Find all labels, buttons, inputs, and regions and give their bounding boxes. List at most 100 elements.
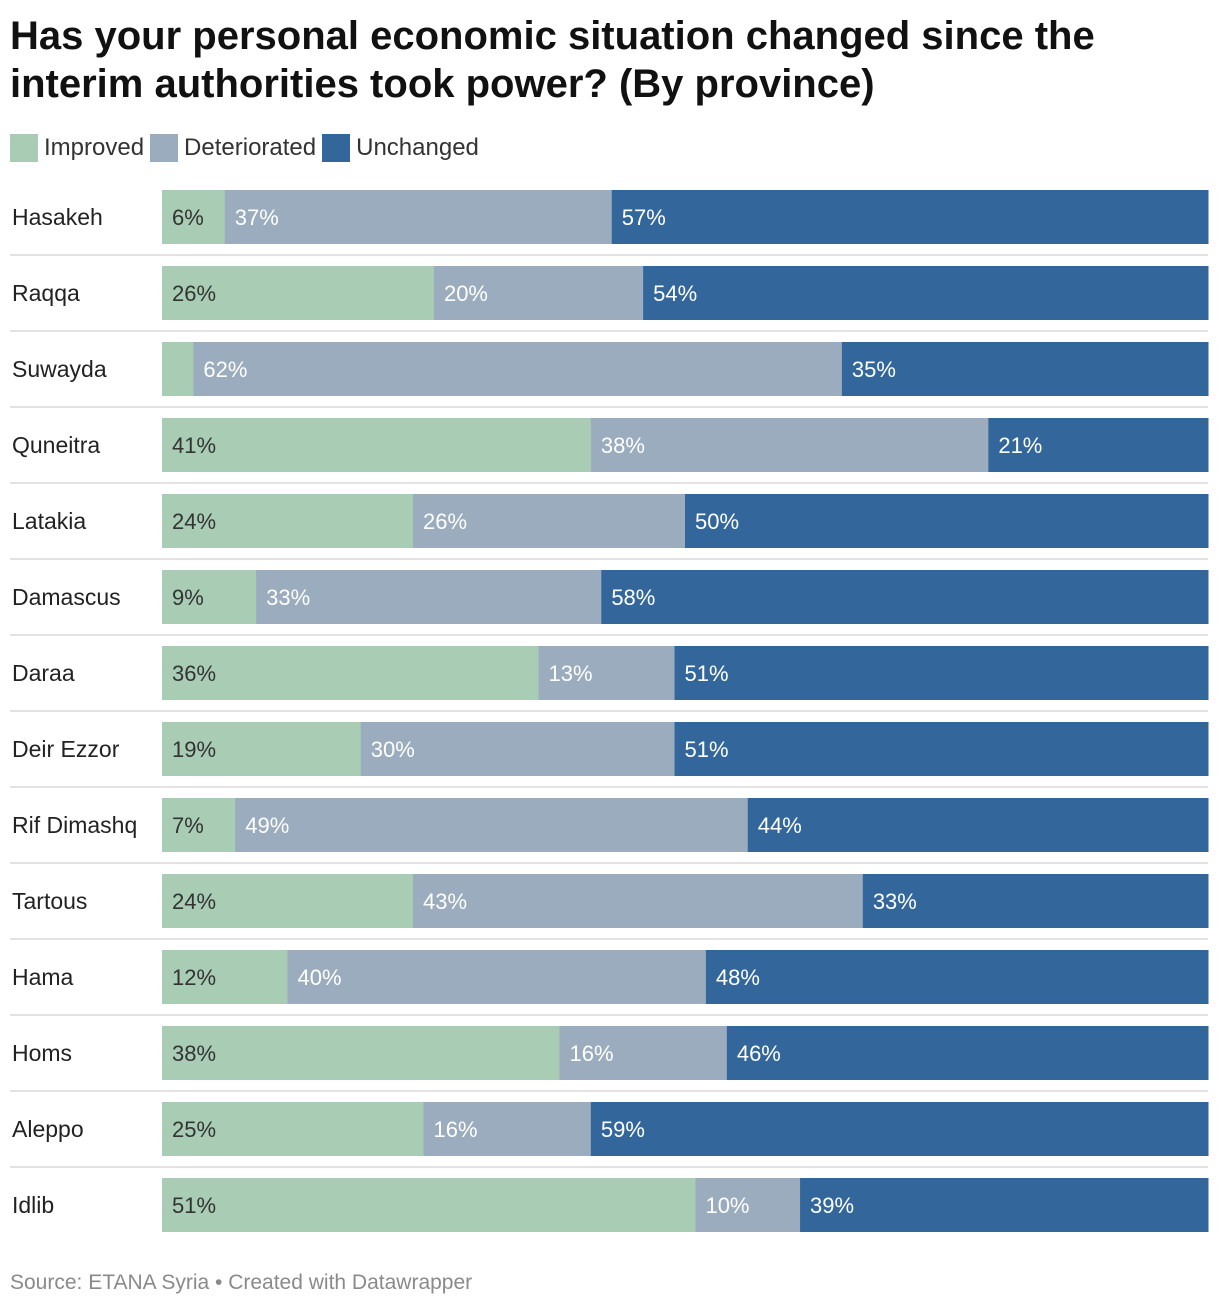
bar-segment-deteriorated <box>433 266 644 320</box>
legend-item-unchanged: Unchanged <box>322 134 479 162</box>
category-label: Rif Dimashq <box>12 812 137 838</box>
bar-segment-improved <box>162 190 226 244</box>
bar-segment-unchanged <box>643 266 1209 320</box>
data-label: 35% <box>852 357 896 382</box>
category-label: Idlib <box>12 1192 54 1218</box>
bar-segment-improved <box>162 494 414 548</box>
data-label: 38% <box>172 1041 216 1066</box>
bar-segment-unchanged <box>726 1026 1209 1080</box>
bar-row: Tartous 24% 43% 33% <box>10 862 1209 928</box>
bar-segment-unchanged <box>800 1178 1209 1232</box>
data-label: 33% <box>873 889 917 914</box>
data-label: 25% <box>172 1117 216 1142</box>
legend-label: Improved <box>44 134 145 161</box>
legend-label: Unchanged <box>356 134 479 161</box>
bar-segment-improved <box>162 266 435 320</box>
bar-segment-unchanged <box>590 1102 1209 1156</box>
data-label: 24% <box>172 889 216 914</box>
bar-segment-improved <box>162 1178 696 1232</box>
legend-swatch <box>322 134 351 162</box>
legend-label: Deteriorated <box>184 134 317 161</box>
bar-segment-unchanged <box>611 190 1209 244</box>
bar-segment-deteriorated <box>413 494 686 548</box>
bar-segment-unchanged <box>841 342 1209 396</box>
data-label: 6% <box>172 205 204 230</box>
bar-segment-unchanged <box>674 722 1209 776</box>
data-label: 40% <box>298 965 342 990</box>
data-label: 10% <box>705 1193 749 1218</box>
data-label: 48% <box>716 965 760 990</box>
legend-swatch <box>10 134 38 162</box>
data-label: 49% <box>245 813 289 838</box>
bar-segment-deteriorated <box>235 798 749 852</box>
data-label: 39% <box>810 1193 854 1218</box>
category-label: Quneitra <box>12 432 100 458</box>
bar-segment-unchanged <box>705 950 1209 1004</box>
data-label: 59% <box>601 1117 645 1142</box>
source-note: Source: ETANA Syria • Created with Dataw… <box>10 1271 473 1294</box>
legend-item-improved: Improved <box>10 134 144 162</box>
bar-segment-unchanged <box>674 646 1209 700</box>
legend: Improved Deteriorated Unchanged <box>10 132 485 164</box>
data-label: 37% <box>235 205 279 230</box>
data-label: 36% <box>172 661 216 686</box>
data-label: 20% <box>444 281 488 306</box>
bar-segment-deteriorated <box>413 874 864 928</box>
data-label: 12% <box>172 965 216 990</box>
bar-segment-improved <box>162 418 592 472</box>
data-label: 54% <box>653 281 697 306</box>
bar-row: Quneitra 41% 38% 21% <box>10 406 1209 472</box>
bar-segment-unchanged <box>601 570 1209 624</box>
bar-segment-improved <box>162 722 362 776</box>
data-label: 16% <box>569 1041 613 1066</box>
bar-row: Rif Dimashq 7% 49% 44% <box>10 786 1209 852</box>
legend-swatch <box>150 134 179 162</box>
bar-row: Damascus 9% 33% 58% <box>10 558 1209 624</box>
category-label: Deir Ezzor <box>12 736 120 762</box>
bar-segment-improved <box>162 950 289 1004</box>
bar-segment-deteriorated <box>360 722 676 776</box>
data-label: 51% <box>685 661 729 686</box>
bar-segment-improved <box>162 570 257 624</box>
data-label: 51% <box>685 737 729 762</box>
data-label: 16% <box>434 1117 478 1142</box>
chart-title: Has your personal economic situation cha… <box>10 14 1095 106</box>
bar-segment-improved <box>162 646 540 700</box>
bar-segment-unchanged <box>862 874 1209 928</box>
category-label: Tartous <box>12 888 87 914</box>
bar-row: Latakia 24% 26% 50% <box>10 482 1209 548</box>
category-label: Latakia <box>12 508 86 534</box>
bar-segment-unchanged <box>685 494 1209 548</box>
category-label: Daraa <box>12 660 75 686</box>
bar-segment-deteriorated <box>256 570 602 624</box>
bar-row: Aleppo 25% 16% 59% <box>10 1090 1209 1156</box>
bar-row: Hama 12% 40% 48% <box>10 938 1209 1004</box>
bar-segment-improved <box>162 1026 560 1080</box>
data-label: 7% <box>172 813 204 838</box>
data-label: 13% <box>549 661 593 686</box>
legend-item-deteriorated: Deteriorated <box>150 134 316 162</box>
data-label: 51% <box>172 1193 216 1218</box>
category-label: Damascus <box>12 584 121 610</box>
data-label: 43% <box>423 889 467 914</box>
data-label: 21% <box>998 433 1042 458</box>
category-label: Homs <box>12 1040 72 1066</box>
bar-row: Daraa 36% 13% 51% <box>10 634 1209 700</box>
bar-row: Homs 38% 16% 46% <box>10 1014 1209 1080</box>
category-label: Raqqa <box>12 280 80 306</box>
category-label: Hasakeh <box>12 204 103 230</box>
bar-segment-deteriorated <box>538 646 676 700</box>
bar-segment-unchanged <box>988 418 1209 472</box>
data-label: 57% <box>622 205 666 230</box>
stacked-bar-chart: Hasakeh 6% 37% 57% Raqqa 26% 20% 54% Suwayda 62% 3… <box>10 190 1209 1232</box>
bar-row: Idlib 51% 10% 39% <box>10 1166 1209 1232</box>
data-label: 30% <box>371 737 415 762</box>
data-label: 24% <box>172 509 216 534</box>
data-label: 26% <box>172 281 216 306</box>
data-label: 58% <box>611 585 655 610</box>
bar-row: Hasakeh 6% 37% 57% <box>12 190 1209 244</box>
data-label: 44% <box>758 813 802 838</box>
bar-segment-improved <box>162 342 194 396</box>
data-label: 19% <box>172 737 216 762</box>
category-label: Aleppo <box>12 1116 84 1142</box>
